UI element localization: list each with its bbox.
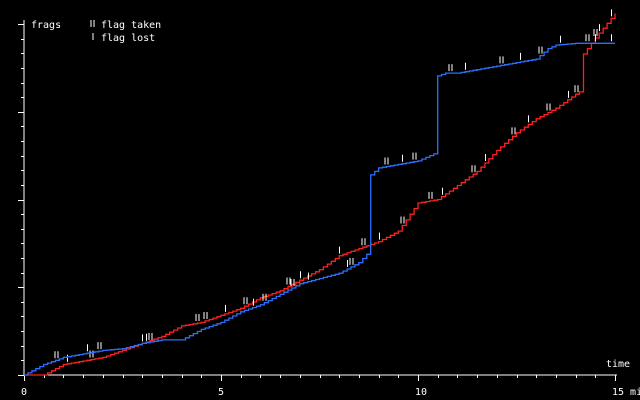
chart-axes — [18, 20, 617, 381]
legend-flag-taken-label: flag taken — [101, 20, 161, 31]
x-tick-label: 10 — [415, 387, 427, 398]
legend: flag taken flag lost — [90, 20, 161, 44]
series-layer — [24, 9, 616, 376]
legend-flag-lost-label: flag lost — [101, 33, 155, 44]
x-tick-label: 0 — [21, 387, 27, 398]
x-axis-label: time — [606, 359, 630, 370]
x-tick-label: 5 — [218, 387, 224, 398]
x-tick-labels: 0 5 10 15 min — [21, 387, 640, 398]
series-line — [24, 13, 616, 376]
y-axis-label: frags — [31, 20, 61, 31]
series-1 — [24, 34, 615, 376]
x-tick-label: 15 min — [612, 387, 640, 398]
series-0 — [24, 9, 616, 376]
series-line — [24, 42, 615, 376]
